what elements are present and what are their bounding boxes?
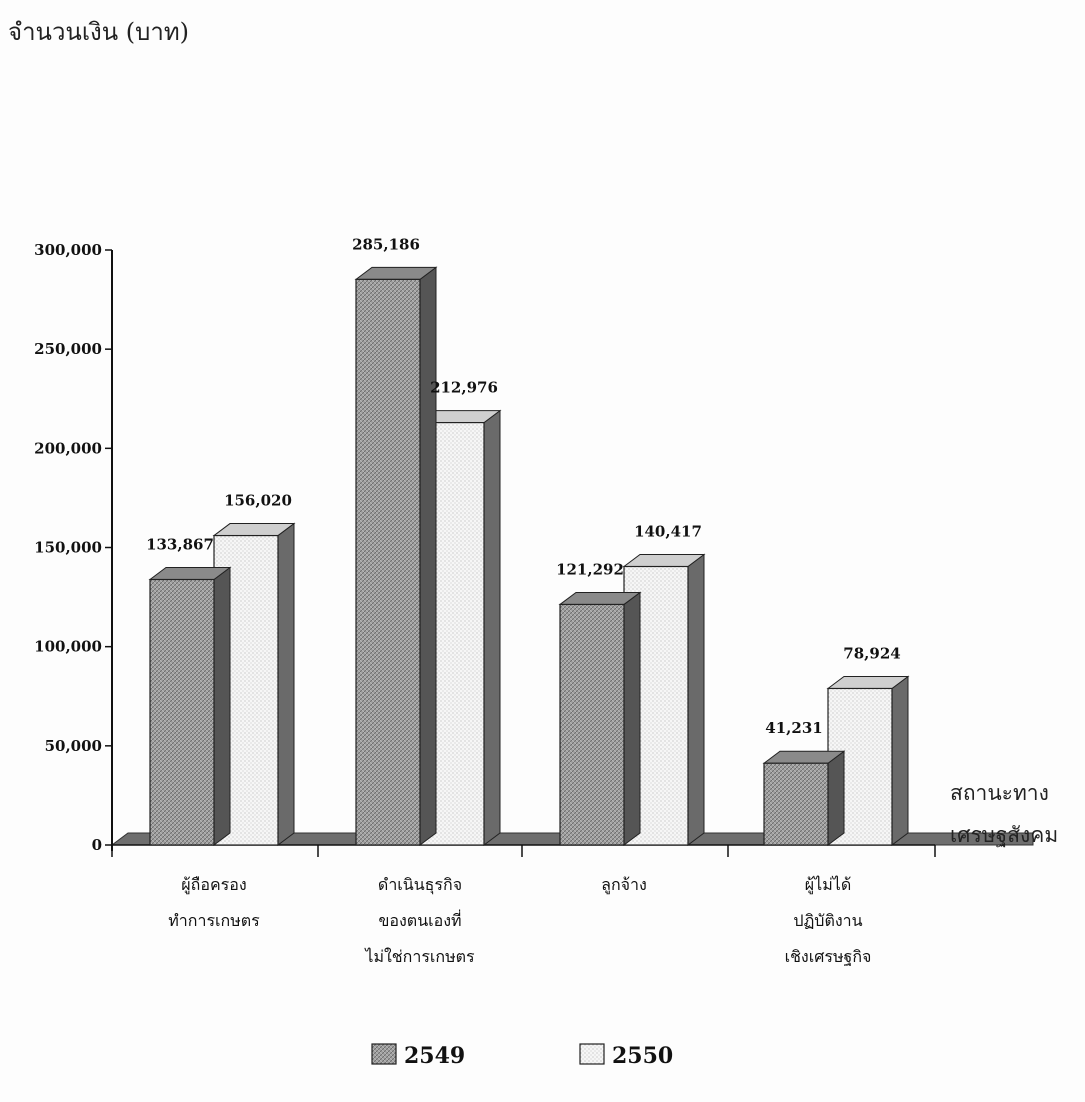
category-label: ทำการเกษตร xyxy=(168,911,260,930)
category-label: ของตนเองที่ xyxy=(378,909,461,930)
bar-side xyxy=(687,553,705,846)
category-label: ดำเนินธุรกิจ xyxy=(378,875,462,895)
data-label: 285,186 xyxy=(352,235,420,253)
legend-label: 2549 xyxy=(404,1043,465,1069)
bar-side xyxy=(419,266,437,846)
x-axis-label: เศรษฐสังคม xyxy=(950,823,1058,847)
data-label: 41,231 xyxy=(765,719,822,737)
bar-2549 xyxy=(762,750,846,846)
y-tick-label: 150,000 xyxy=(34,539,102,557)
bar-front xyxy=(355,278,421,846)
y-tick-label: 250,000 xyxy=(34,340,102,358)
bar-side xyxy=(277,522,295,846)
data-label: 121,292 xyxy=(556,560,624,578)
data-label: 133,867 xyxy=(146,535,214,553)
y-axis-label: จำนวนเงิน (บาท) xyxy=(8,18,189,46)
data-label: 140,417 xyxy=(634,523,702,541)
bar-2549 xyxy=(148,566,232,846)
bar-2549 xyxy=(354,266,438,846)
category-label: ลูกจ้าง xyxy=(601,875,647,895)
category-label: ผู้ถือครอง xyxy=(181,875,246,895)
legend-label: 2550 xyxy=(612,1043,673,1069)
bar-2549 xyxy=(558,591,642,846)
category-label: เชิงเศรษฐกิจ xyxy=(785,947,872,966)
data-label: 78,924 xyxy=(843,644,900,662)
y-tick-label: 100,000 xyxy=(34,638,102,656)
legend-swatch-2549 xyxy=(371,1043,397,1065)
category-label: ผู้ไม่ได้ xyxy=(805,875,851,895)
bar-side xyxy=(623,591,641,846)
y-tick-label: 0 xyxy=(92,836,102,854)
y-tick-label: 200,000 xyxy=(34,439,102,457)
bar-side xyxy=(827,750,845,846)
data-label: 156,020 xyxy=(224,492,292,510)
bar-side xyxy=(483,409,501,846)
y-tick-label: 50,000 xyxy=(45,737,102,755)
bar-front xyxy=(763,762,829,846)
category-label: ไม่ใช่การเกษตร xyxy=(363,947,475,966)
data-label: 212,976 xyxy=(430,379,498,397)
x-axis-label: สถานะทาง xyxy=(950,781,1049,805)
bar-front xyxy=(149,578,215,846)
bar-side xyxy=(213,566,231,846)
category-label: ปฏิบัติงาน xyxy=(793,911,862,930)
legend-swatch-2550 xyxy=(579,1043,605,1065)
bar-front xyxy=(559,603,625,846)
y-tick-label: 300,000 xyxy=(34,241,102,259)
bar-side xyxy=(891,675,909,846)
